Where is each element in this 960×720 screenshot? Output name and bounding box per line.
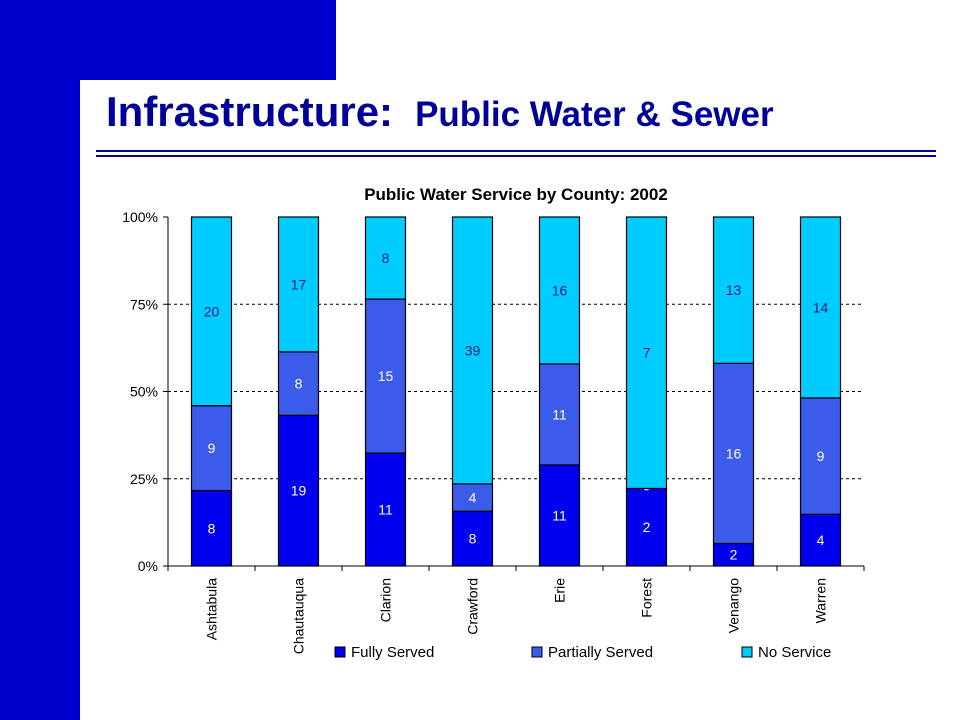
data-label: 11	[552, 406, 567, 422]
data-label: 4	[469, 490, 477, 506]
bar-segment	[625, 216, 668, 490]
bar-segment	[712, 216, 755, 364]
legend-swatch	[531, 646, 543, 658]
data-label: 15	[378, 368, 394, 384]
data-label: 4	[817, 532, 825, 548]
slide-title: Infrastructure: Public Water & Sewer	[106, 88, 774, 136]
legend-swatch	[741, 646, 753, 658]
bar-segment	[538, 363, 581, 466]
bar-segment	[712, 362, 755, 545]
data-label: 8	[382, 250, 390, 266]
x-tick-label: Venango	[726, 578, 742, 633]
y-tick-label: 50%	[130, 384, 158, 400]
data-label: 8	[295, 376, 303, 392]
data-label: 20	[204, 303, 220, 319]
legend-label: Fully Served	[351, 644, 434, 661]
title-divider	[96, 150, 936, 157]
bar-segment	[625, 487, 668, 567]
bar-segment	[277, 414, 320, 567]
slide-title-main: Infrastructure:	[106, 88, 394, 135]
bar-segment	[451, 216, 494, 485]
y-tick-label: 0%	[138, 558, 158, 574]
data-label: 14	[813, 299, 829, 315]
bar-segment	[364, 452, 407, 567]
data-label: 7	[643, 345, 651, 361]
legend-label: No Service	[758, 644, 831, 661]
bar-segment	[799, 216, 842, 399]
data-label: 11	[378, 502, 393, 518]
data-label: 2	[643, 519, 651, 535]
x-tick-label: Crawford	[465, 578, 481, 635]
bar-segment	[190, 489, 233, 567]
legend-swatch	[334, 646, 346, 658]
data-label: 19	[291, 483, 307, 499]
x-tick-label: Warren	[813, 578, 829, 623]
x-tick-label: Erie	[552, 578, 568, 603]
bar-segment	[451, 483, 494, 512]
y-tick-label: 25%	[130, 471, 158, 487]
slide-title-sub: Public Water & Sewer	[415, 95, 774, 134]
bar-segment	[277, 216, 320, 353]
data-label: 2	[730, 547, 738, 563]
bar-segment	[538, 464, 581, 567]
data-label: 9	[208, 440, 216, 456]
data-label: 13	[726, 282, 742, 298]
x-tick-label: Chautauqua	[291, 578, 307, 655]
bar-segment	[364, 216, 407, 300]
stacked-bar-chart: Public Water Service by County: 20020%25…	[122, 185, 865, 661]
chart-title: Public Water Service by County: 2002	[364, 185, 668, 204]
bar-segment	[277, 351, 320, 416]
data-label: 16	[552, 282, 568, 298]
data-label: 8	[469, 531, 477, 547]
x-tick-label: Forest	[639, 578, 655, 618]
slide-accent-left	[0, 0, 80, 720]
data-label: 39	[465, 342, 481, 358]
data-label: 17	[291, 276, 307, 292]
bar-segment	[364, 298, 407, 454]
slide-accent-top	[80, 0, 336, 80]
legend-label: Partially Served	[548, 644, 653, 661]
x-tick-label: Clarion	[378, 578, 394, 622]
bar-segment	[538, 216, 581, 365]
data-label: 11	[552, 507, 567, 523]
data-label: 8	[208, 520, 216, 536]
y-tick-label: 100%	[122, 209, 158, 225]
data-label: 9	[817, 448, 825, 464]
bar-segment	[190, 216, 233, 407]
bar-segment	[799, 397, 842, 515]
data-label: 16	[726, 445, 742, 461]
y-tick-label: 75%	[130, 296, 158, 312]
bar-segment	[451, 510, 494, 567]
x-tick-label: Ashtabula	[204, 578, 220, 640]
